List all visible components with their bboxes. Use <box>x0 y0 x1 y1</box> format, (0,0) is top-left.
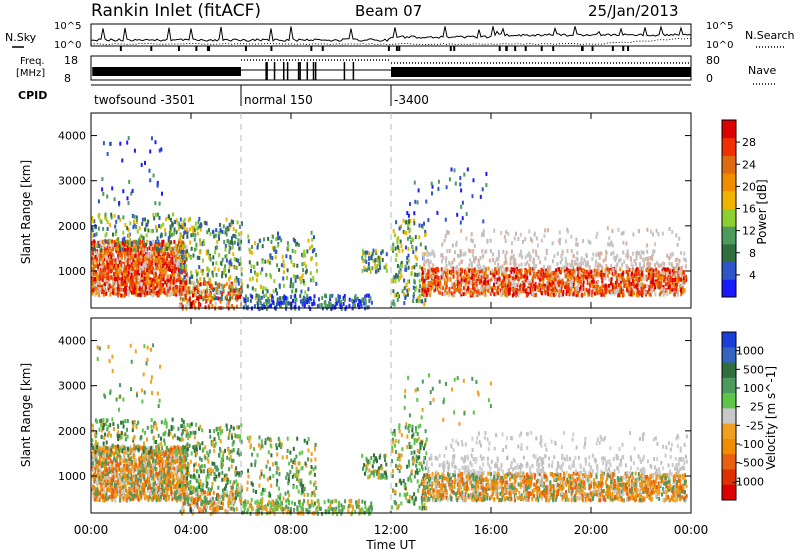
colorbar-tick-label: 1000 <box>736 345 764 358</box>
nsearch-tick-top: 10^5 <box>706 21 733 32</box>
velocity-panel: Slant Range [km] 1000 2000 3000 4000 1000 50… <box>19 317 778 517</box>
y-tick-label: 1000 <box>58 265 86 278</box>
station-title: Rankin Inlet (fitACF) <box>91 1 261 21</box>
colorbar-swatch <box>722 226 736 245</box>
colorbar-swatch <box>722 454 736 470</box>
colorbar-swatch <box>722 469 736 486</box>
cpid-strip: CPID twofsound -3501 normal 150 -3400 <box>18 84 691 107</box>
colorbar-swatch <box>722 484 736 501</box>
colorbar-tick-label: -25 <box>746 419 764 432</box>
freq-tick-bottom: 8 <box>64 72 71 85</box>
y-tick-label: 4000 <box>58 130 86 143</box>
power-ylabel: Slant Range [km] <box>19 160 33 264</box>
x-axis-label: Time UT <box>365 538 416 552</box>
nsky-tick-top: 10^5 <box>54 21 81 32</box>
colorbar-tick-label: 100 <box>743 382 764 395</box>
colorbar-swatch <box>722 279 736 298</box>
x-tick-label: 00:00 <box>674 523 709 537</box>
colorbar-swatch <box>722 208 736 227</box>
colorbar-swatch <box>722 377 736 394</box>
colorbar-swatch <box>722 332 736 348</box>
colorbar-swatch <box>722 393 736 409</box>
colorbar-swatch <box>722 137 736 156</box>
velocity-colorbar-label: Velocity [m s^-1] <box>764 366 778 470</box>
colorbar-swatch <box>722 362 736 379</box>
colorbar-swatch <box>722 173 736 192</box>
cpid-segment-label: normal 150 <box>244 93 313 107</box>
colorbar-swatch <box>722 261 736 280</box>
x-tick-label: 04:00 <box>174 523 209 537</box>
x-tick-label: 12:00 <box>374 523 409 537</box>
colorbar-swatch <box>722 438 736 455</box>
nsky-label: N.Sky <box>5 31 37 44</box>
beam-title: Beam 07 <box>355 2 422 20</box>
freq-panel: Freq. [MHz] 18 8 80 0 Nave <box>16 54 776 85</box>
nsearch-tick-bottom: 10^0 <box>706 40 733 51</box>
y-tick-label: 3000 <box>58 380 86 393</box>
nave-label: Nave <box>748 64 776 77</box>
y-tick-label: 2000 <box>58 220 86 233</box>
velocity-data-cells <box>91 343 688 517</box>
freq-label-line2: [MHz] <box>16 68 45 79</box>
cpid-segment-label: twofsound -3501 <box>94 93 195 107</box>
nsky-trace <box>90 25 692 51</box>
colorbar-tick-label: 25 <box>750 401 764 414</box>
colorbar-tick-label: -500 <box>739 457 764 470</box>
power-colorbar: 4 8 12 16 20 24 28 <box>721 119 756 298</box>
nave-tick-bottom: 0 <box>706 72 713 85</box>
colorbar-tick-label: 24 <box>742 158 756 171</box>
x-tick-label: 20:00 <box>574 523 609 537</box>
nsky-tick-bottom: 10^0 <box>54 40 81 51</box>
colorbar-swatch <box>722 120 736 139</box>
freq-label-line1: Freq. <box>20 56 45 67</box>
colorbar-swatch <box>722 347 736 364</box>
date-title: 25/Jan/2013 <box>588 2 679 20</box>
colorbar-tick-label: -1000 <box>732 475 764 488</box>
colorbar-tick-label: 8 <box>749 247 756 260</box>
colorbar-swatch <box>722 243 736 263</box>
y-tick-label: 4000 <box>58 335 86 348</box>
colorbar-swatch <box>722 190 736 209</box>
colorbar-tick-label: 20 <box>742 180 756 193</box>
x-tick-label: 16:00 <box>474 523 509 537</box>
freq-trace <box>92 59 691 80</box>
colorbar-tick-label: 16 <box>742 203 756 216</box>
colorbar-swatch <box>722 155 736 174</box>
freq-tick-top: 18 <box>64 54 78 67</box>
cpid-label: CPID <box>18 89 47 102</box>
nsky-panel: N.Sky 10^5 10^0 10^5 10^0 N.Search <box>5 21 795 51</box>
cpid-segment-label: -3400 <box>394 93 429 107</box>
x-axis: 00:00 04:00 08:00 12:00 16:00 20:00 00:00 <box>74 113 709 537</box>
colorbar-tick-label: 28 <box>742 136 756 149</box>
x-tick-label: 00:00 <box>74 523 109 537</box>
colorbar-tick-label: 12 <box>742 225 756 238</box>
velocity-colorbar: 1000 500 100 25 -25 -100 -500 -1000 <box>721 331 764 501</box>
power-data-cells <box>91 136 688 311</box>
colorbar-swatch <box>722 408 736 425</box>
colorbar-tick-label: 4 <box>749 269 756 282</box>
nave-tick-top: 80 <box>706 54 720 67</box>
colorbar-swatch <box>722 423 736 440</box>
colorbar-tick-label: -100 <box>739 438 764 451</box>
power-panel: Slant Range [km] 1000 2000 3000 4000 4 8 12 16… <box>19 112 769 311</box>
velocity-ylabel: Slant Range [km] <box>19 363 33 467</box>
y-tick-label: 1000 <box>58 470 86 483</box>
power-colorbar-label: Power [dB] <box>755 179 769 244</box>
nsearch-label: N.Search <box>745 29 795 42</box>
colorbar-tick-label: 500 <box>743 363 764 376</box>
y-tick-label: 3000 <box>58 175 86 188</box>
y-tick-label: 2000 <box>58 425 86 438</box>
x-tick-label: 08:00 <box>274 523 309 537</box>
